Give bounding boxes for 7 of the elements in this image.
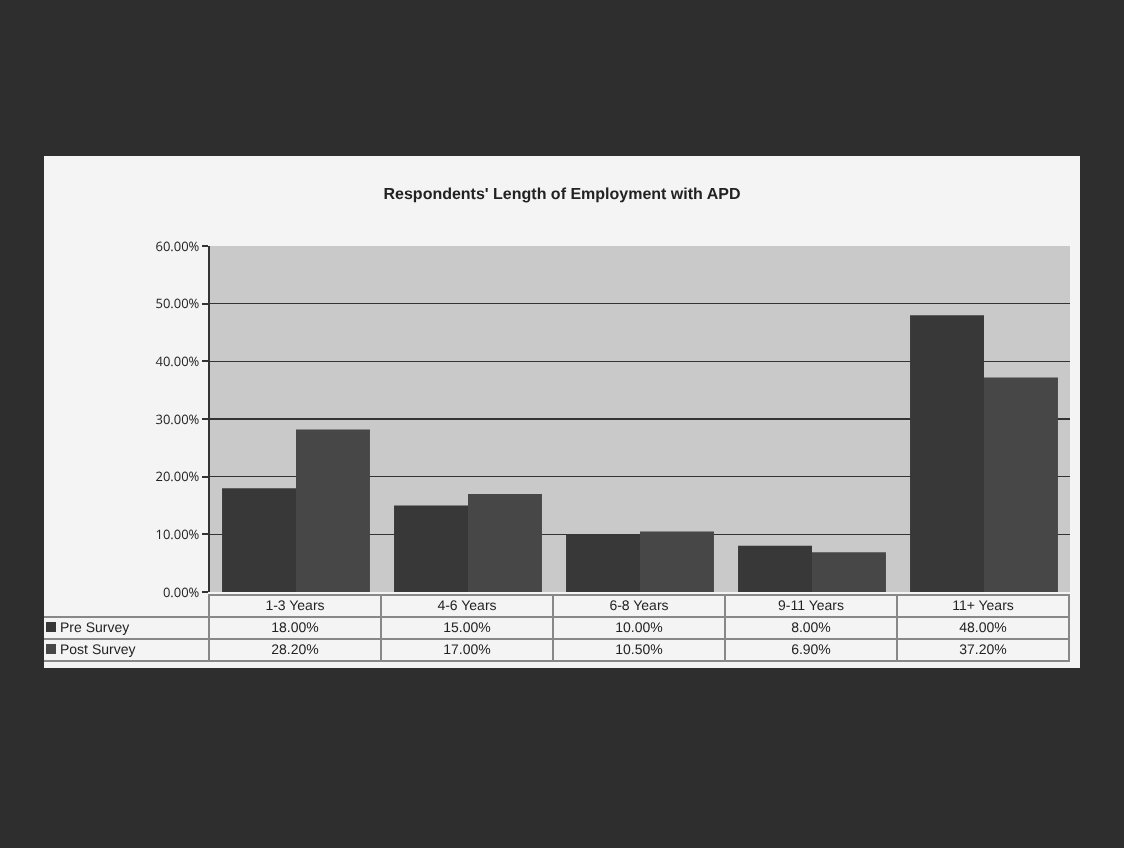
bar bbox=[738, 545, 812, 592]
chart-title: Respondents' Length of Employment with APD bbox=[383, 184, 741, 203]
bar bbox=[812, 552, 886, 592]
bar bbox=[640, 531, 714, 592]
bar bbox=[296, 429, 370, 592]
bar bbox=[468, 493, 542, 592]
bar bbox=[984, 377, 1058, 592]
